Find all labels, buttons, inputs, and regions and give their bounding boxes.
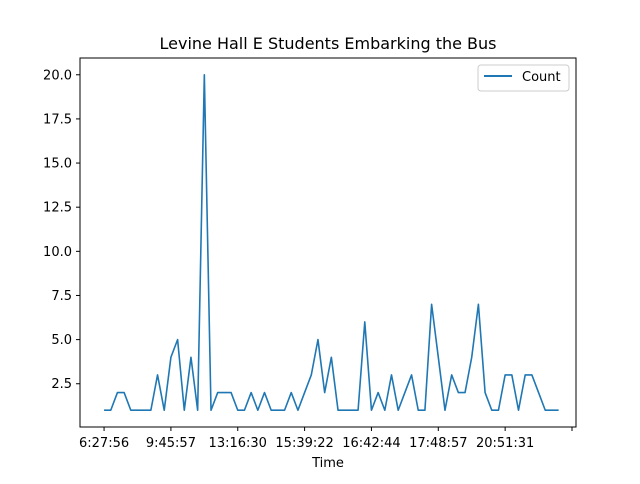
legend-box (477, 64, 570, 92)
y-tick-label: 12.5 (43, 201, 72, 216)
y-tick-label: 17.5 (43, 112, 72, 127)
y-tick-label: 20.0 (43, 68, 72, 83)
y-tick-label: 2.5 (51, 377, 72, 392)
series-line-count (104, 73, 559, 412)
x-tick-label: 9:45:57 (146, 436, 196, 451)
x-axis-ticks: 6:27:56 9:45:57 13:16:30 15:39:22 16:42:44 17… (79, 427, 573, 451)
x-axis-label: Time (311, 456, 344, 471)
legend-label-count: Count (522, 70, 561, 85)
x-tick-label: 16:42:44 (342, 436, 400, 451)
y-tick-label: 10.0 (43, 245, 72, 260)
y-tick-label: 5.0 (51, 333, 72, 348)
y-axis-ticks: 2.5 5.0 7.5 10.0 12.5 15.0 17.5 20.0 (43, 68, 80, 392)
legend: Count (477, 64, 570, 92)
axes-frame (79, 57, 577, 428)
y-tick-label: 7.5 (51, 289, 72, 304)
x-tick-label: 20:51:31 (476, 436, 534, 451)
y-tick-label: 15.0 (43, 157, 72, 172)
chart-title: Levine Hall E Students Embarking the Bus (160, 34, 497, 53)
series-layer (104, 73, 559, 412)
x-tick-label: 13:16:30 (209, 436, 267, 451)
x-tick-label: 6:27:56 (79, 436, 129, 451)
x-tick-label: 17:48:57 (409, 436, 467, 451)
x-tick-label: 15:39:22 (275, 436, 333, 451)
